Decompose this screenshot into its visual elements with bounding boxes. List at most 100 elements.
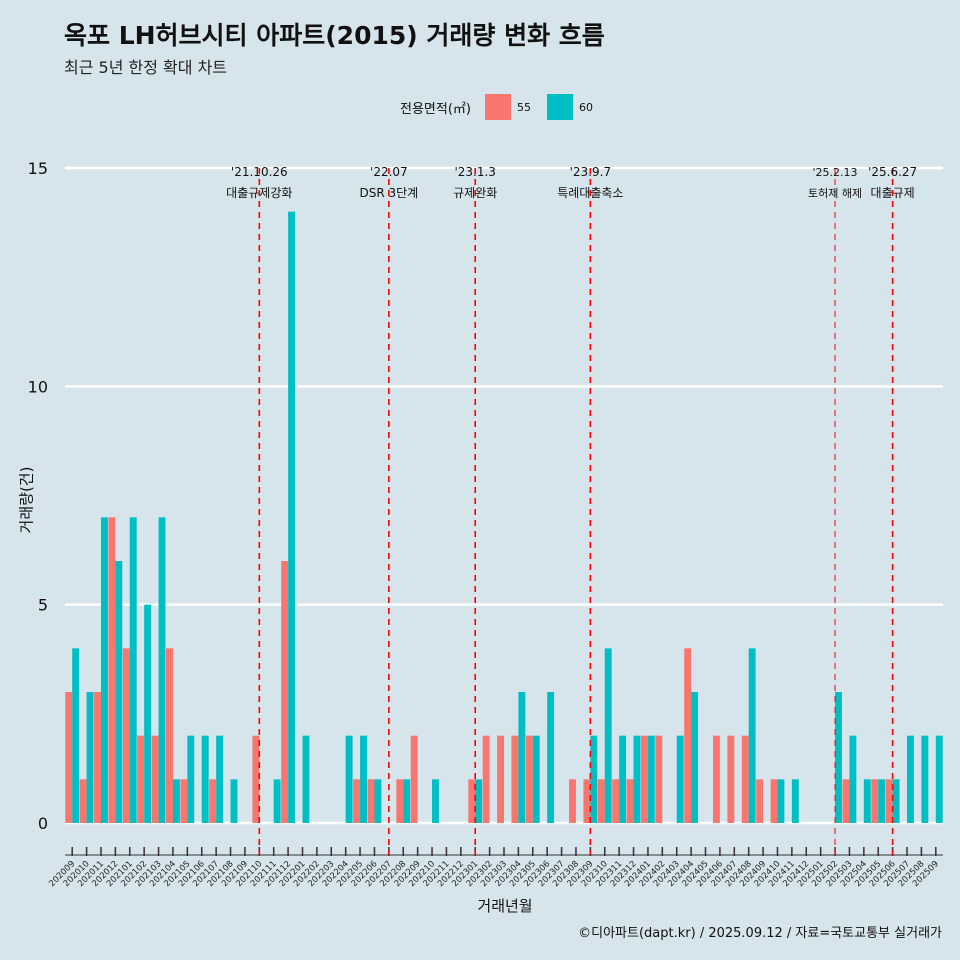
bar-55-202208 — [396, 779, 404, 823]
chart-subtitle: 최근 5년 한정 확대 차트 — [64, 58, 228, 77]
bar-60-202208 — [403, 779, 411, 823]
bar-60-202306 — [547, 692, 555, 823]
bar-60-202509 — [935, 735, 943, 823]
event-text-label: 특례대출축소 — [557, 186, 623, 200]
bar-60-202108 — [230, 779, 238, 823]
legend-label-55: 55 — [516, 100, 531, 114]
bar-55-202110 — [252, 735, 260, 823]
event-date-label: '21.10.26 — [231, 165, 288, 179]
bar-60-202010 — [86, 692, 94, 823]
bar-60-202410 — [777, 779, 785, 823]
bar-55-202505 — [871, 779, 879, 823]
event-date-label: '25.6.27 — [868, 165, 917, 179]
bar-55-202012 — [108, 517, 116, 823]
chart-title: 옥포 LH허브시티 아파트(2015) 거래량 변화 흐름 — [64, 21, 605, 50]
bar-55-202206 — [367, 779, 375, 823]
bar-60-202102 — [144, 604, 152, 823]
bar-60-202502 — [835, 692, 842, 823]
bar-55-202104 — [166, 648, 173, 823]
bar-55-202112 — [281, 561, 289, 823]
bar-60-202305 — [532, 735, 540, 823]
bar-60-202507 — [907, 735, 914, 823]
bar-60-202505 — [878, 779, 886, 823]
bar-55-202309 — [583, 779, 591, 823]
bar-60-202404 — [691, 692, 699, 823]
bar-55-202503 — [842, 779, 850, 823]
bar-60-202301 — [475, 779, 483, 823]
bar-60-202105 — [187, 735, 195, 823]
bar-55-202209 — [410, 735, 418, 823]
bar-60-202009 — [72, 648, 80, 823]
bar-60-202311 — [619, 735, 627, 823]
bar-60-202011 — [100, 517, 108, 823]
legend-swatch-55 — [484, 94, 511, 120]
bar-60-202210 — [432, 779, 439, 823]
bar-60-202411 — [791, 779, 799, 823]
bar-55-202304 — [511, 735, 519, 823]
bar-55-202009 — [65, 692, 73, 823]
event-date-label: '25.2.13 — [813, 166, 858, 179]
bar-60-202201 — [302, 735, 310, 823]
bar-55-202305 — [525, 735, 533, 823]
event-date-label: '23.1.3 — [454, 165, 495, 179]
bar-55-202107 — [209, 779, 217, 823]
bar-60-202107 — [216, 735, 224, 823]
bar-55-202311 — [612, 779, 620, 823]
bar-60-202408 — [748, 648, 756, 823]
bar-55-202103 — [151, 735, 159, 823]
bar-60-202309 — [590, 735, 598, 823]
event-date-label: '22.07 — [370, 165, 408, 179]
bar-55-202301 — [468, 779, 476, 823]
y-tick-label: 5 — [38, 596, 48, 615]
bar-55-202010 — [79, 779, 87, 823]
event-text-label: 대출규제강화 — [226, 186, 292, 200]
bar-60-202103 — [158, 517, 166, 823]
bar-60-202401 — [647, 735, 655, 823]
legend-swatch-60 — [546, 94, 573, 120]
y-tick-label: 0 — [38, 814, 48, 833]
event-text-label: 규제완화 — [453, 186, 497, 200]
bar-55-202105 — [180, 779, 188, 823]
bar-60-202104 — [172, 779, 180, 823]
bar-60-202503 — [849, 735, 857, 823]
bar-60-202506 — [892, 779, 900, 823]
bar-60-202012 — [115, 561, 123, 823]
event-text-label: DSR 3단계 — [359, 186, 418, 200]
bar-55-202308 — [569, 779, 576, 823]
bar-55-202011 — [94, 692, 101, 823]
legend-label-60: 60 — [578, 100, 593, 114]
bar-55-202303 — [497, 735, 504, 823]
bar-55-202102 — [137, 735, 145, 823]
bar-55-202409 — [756, 779, 764, 823]
bar-55-202302 — [482, 735, 490, 823]
bar-55-202310 — [597, 779, 605, 823]
x-axis-label: 거래년월 — [477, 897, 533, 915]
event-date-label: '23.9.7 — [570, 165, 611, 179]
bar-55-202410 — [770, 779, 778, 823]
bar-60-202403 — [676, 735, 684, 823]
bar-60-202312 — [633, 735, 641, 823]
bar-55-202407 — [727, 735, 735, 823]
bar-60-202112 — [288, 211, 296, 823]
bar-55-202406 — [712, 735, 720, 823]
bar-55-202205 — [353, 779, 361, 823]
legend: 전용면적(㎡) 55 60 — [400, 92, 603, 122]
legend-title: 전용면적(㎡) — [400, 101, 471, 117]
bar-60-202106 — [201, 735, 209, 823]
bar-55-202408 — [741, 735, 749, 823]
bar-60-202111 — [273, 779, 281, 823]
bar-60-202101 — [129, 517, 137, 823]
bar-55-202312 — [626, 779, 634, 823]
bar-60-202310 — [604, 648, 612, 823]
bar-55-202402 — [655, 735, 663, 823]
y-tick-label: 10 — [28, 377, 48, 396]
bar-60-202204 — [345, 735, 353, 823]
bar-55-202401 — [641, 735, 648, 823]
bar-60-202205 — [360, 735, 367, 823]
bar-55-202404 — [684, 648, 692, 823]
bar-55-202101 — [122, 648, 130, 823]
event-text-label: 토허제 해제 — [808, 186, 862, 200]
bar-60-202304 — [518, 692, 526, 823]
bar-60-202206 — [374, 779, 382, 823]
